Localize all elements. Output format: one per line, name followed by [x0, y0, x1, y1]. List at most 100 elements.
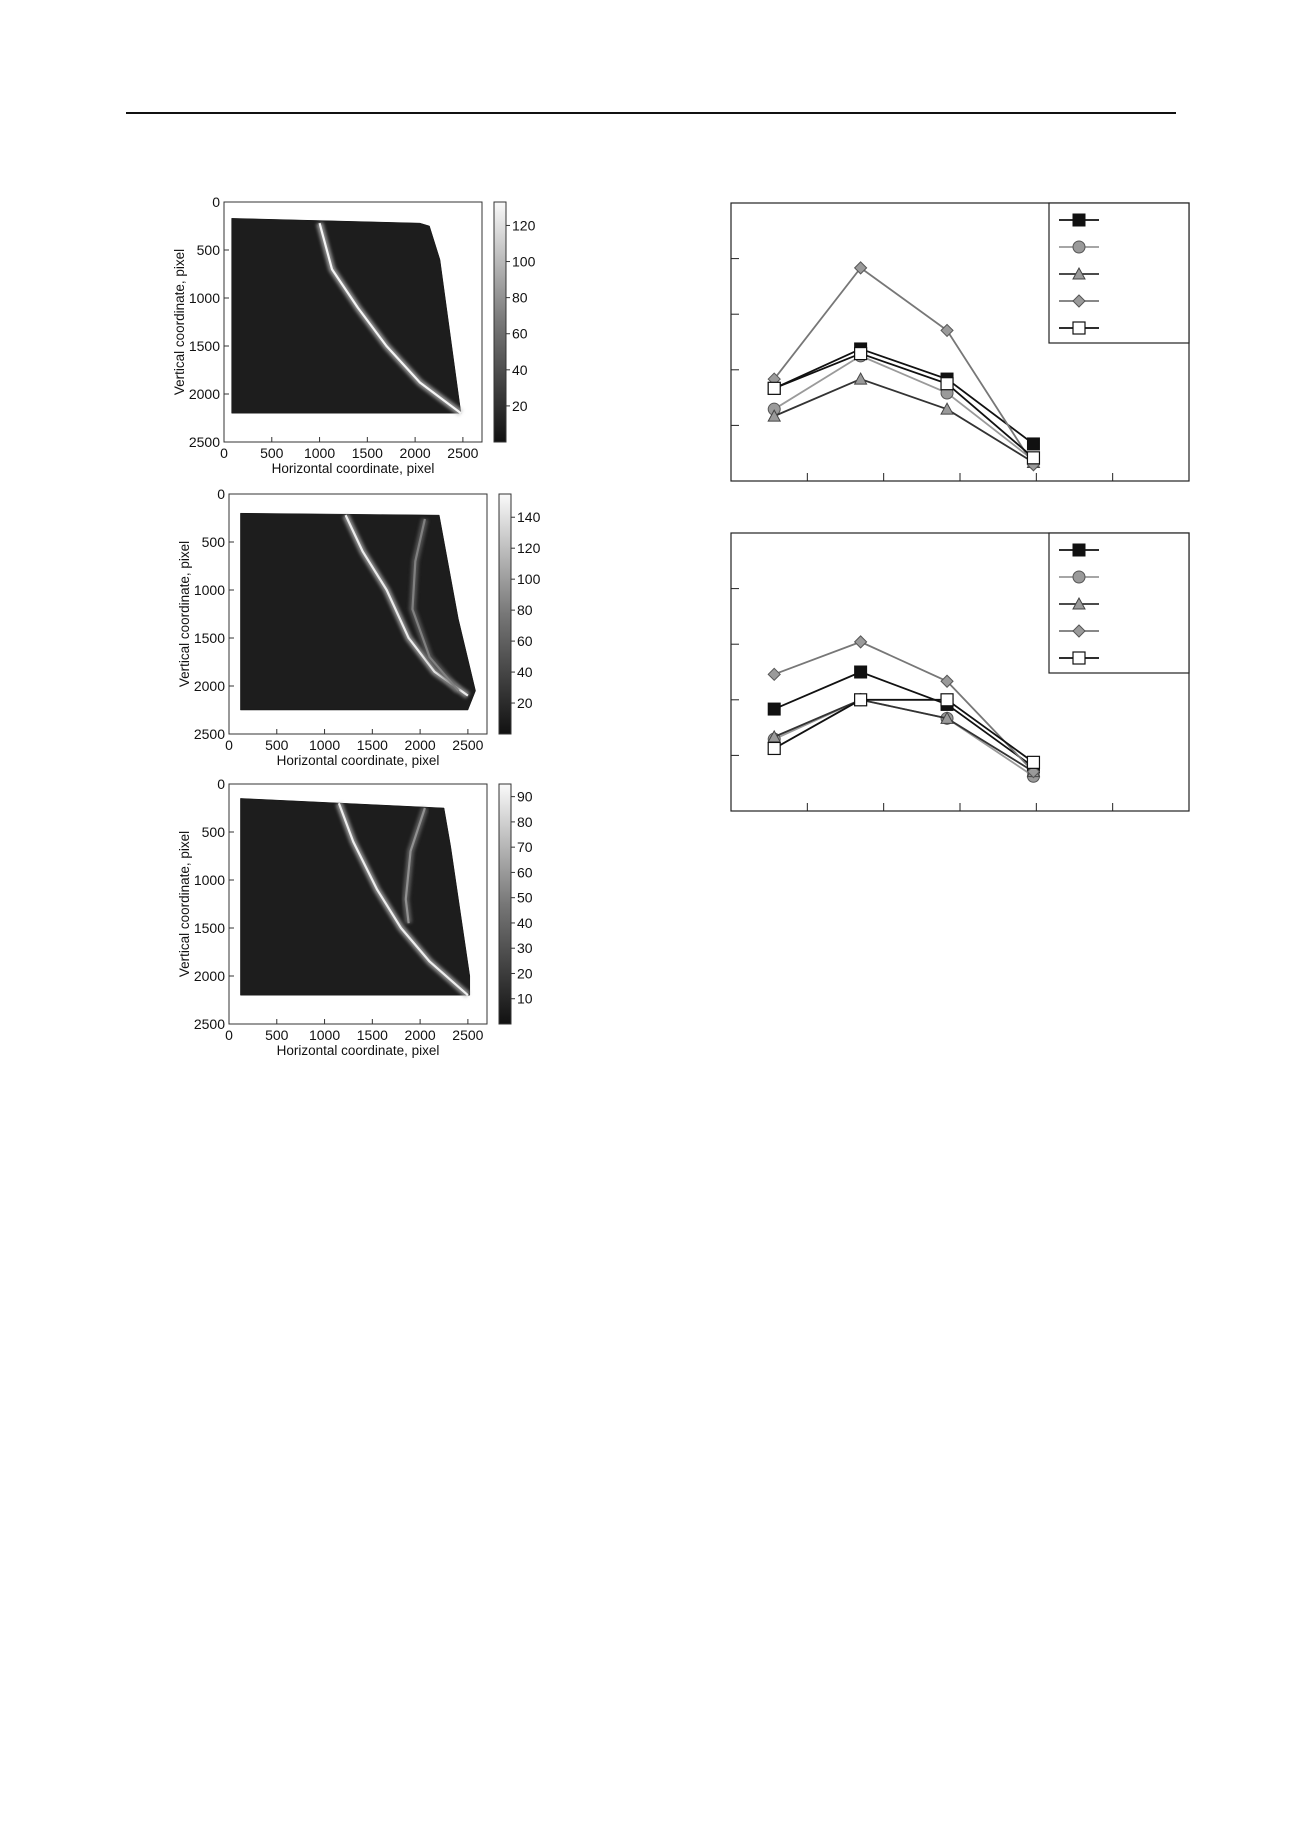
- y-axis-label: Vertical coordinate, pixel: [177, 541, 192, 687]
- strain-field-map-3: 0 500 1000 1500 2000 250005001000150020002500…: [177, 776, 533, 1058]
- y-tick-label: 2000: [194, 678, 225, 694]
- series: [767, 346, 1041, 465]
- colorbar: [498, 783, 512, 1025]
- y-tick-label: 500: [202, 534, 226, 550]
- colorbar-tick-label: 30: [517, 940, 533, 956]
- colorbar-tick-label: 20: [512, 398, 528, 414]
- colorbar-tick-label: 60: [517, 633, 533, 649]
- colorbar: [498, 493, 512, 735]
- shear-band: [318, 222, 462, 415]
- x-tick-label: 500: [260, 445, 284, 461]
- series-line: [773, 347, 1034, 445]
- colorbar-tick-label: 140: [517, 509, 541, 525]
- marker-square-open: [854, 346, 868, 361]
- series: [767, 693, 1041, 769]
- colorbar-tick-label: 120: [512, 217, 536, 233]
- marker-square-filled: [854, 665, 868, 679]
- colorbar: [493, 201, 507, 443]
- colorbar-tick-label: 60: [512, 326, 528, 342]
- marker-triangle: [1072, 266, 1086, 280]
- series-line: [773, 378, 1034, 464]
- y-tick-label: 2500: [194, 726, 225, 742]
- y-tick-label: 2500: [194, 1016, 225, 1032]
- colorbar-tick-label: 120: [517, 540, 541, 556]
- y-tick-label: 2500: [189, 434, 220, 450]
- y-tick-label: 1000: [194, 582, 225, 598]
- x-tick-label: 1500: [357, 1027, 388, 1043]
- marker-triangle: [767, 409, 782, 422]
- marker-square-open: [854, 693, 868, 707]
- marker-square-open: [767, 741, 781, 756]
- colorbar-tick-label: 100: [512, 254, 536, 270]
- marker-square-open: [940, 693, 954, 707]
- colorbar-tick-label: 90: [517, 789, 533, 805]
- marker-diamond: [853, 635, 868, 649]
- colorbar-tick-label: 80: [517, 814, 533, 830]
- strain-field-map-2: 0 500 1000 1500 2000 250005001000150020002500…: [177, 486, 541, 768]
- series-line: [773, 352, 1035, 459]
- marker-triangle: [940, 711, 954, 724]
- colorbar-tick-label: 40: [517, 915, 533, 931]
- map-frame: [228, 493, 488, 735]
- x-tick-label: 500: [265, 737, 289, 753]
- marker-triangle: [1072, 596, 1086, 610]
- marker-square-filled: [1026, 437, 1040, 451]
- shear-band: [337, 802, 469, 997]
- x-tick-label: 2000: [405, 737, 436, 753]
- colorbar-tick-label: 100: [517, 571, 541, 587]
- legend-box: [1048, 202, 1190, 344]
- shear-band: [404, 807, 426, 924]
- marker-diamond: [940, 323, 954, 338]
- marker-triangle: [940, 402, 954, 415]
- y-tick-label: 2000: [194, 968, 225, 984]
- series-line: [773, 698, 1034, 773]
- shear-band: [411, 518, 460, 692]
- x-tick-label: 1500: [357, 737, 388, 753]
- x-tick-label: 1000: [309, 737, 340, 753]
- y-tick-label: 500: [197, 242, 221, 258]
- y-axis-label: Vertical coordinate, pixel: [177, 831, 192, 977]
- y-tick-label: 500: [202, 824, 226, 840]
- x-axis-label: Horizontal coordinate, pixel: [272, 461, 435, 476]
- colorbar-tick-label: 50: [517, 890, 533, 906]
- y-tick-label: 1500: [194, 630, 225, 646]
- marker-diamond: [767, 667, 781, 682]
- colorbar-tick-label: 60: [517, 864, 533, 880]
- colorbar-tick-label: 80: [517, 602, 533, 618]
- marker-diamond: [1072, 294, 1086, 308]
- colorbar-tick-label: 10: [517, 991, 533, 1007]
- y-tick-label: 2000: [189, 386, 220, 402]
- header-rule: [126, 112, 1176, 114]
- legend-box: [1048, 532, 1190, 674]
- marker-diamond: [853, 261, 868, 275]
- marker-square-open: [940, 377, 954, 391]
- marker-square-open: [1026, 755, 1041, 769]
- x-tick-label: 2500: [452, 737, 483, 753]
- colorbar-tick-label: 20: [517, 695, 533, 711]
- y-tick-label: 0: [217, 776, 225, 792]
- series-line: [773, 698, 1034, 764]
- x-tick-label: 500: [265, 1027, 289, 1043]
- line-chart-upper: [730, 202, 1190, 482]
- line-chart-lower: [730, 532, 1190, 812]
- x-tick-label: 1000: [309, 1027, 340, 1043]
- x-axis-label: Horizontal coordinate, pixel: [277, 1043, 440, 1058]
- map-frame: [223, 201, 483, 443]
- x-axis-label: Horizontal coordinate, pixel: [277, 753, 440, 768]
- marker-diamond: [940, 674, 954, 688]
- colorbar-tick-label: 80: [512, 290, 528, 306]
- y-tick-label: 0: [212, 194, 220, 210]
- series-line: [773, 640, 1035, 773]
- marker-square-open: [1072, 321, 1086, 335]
- x-tick-label: 0: [225, 1027, 233, 1043]
- series-line: [773, 671, 1034, 768]
- x-tick-label: 2000: [400, 445, 431, 461]
- marker-square-filled: [1072, 543, 1086, 557]
- x-tick-label: 2500: [452, 1027, 483, 1043]
- y-tick-label: 0: [217, 486, 225, 502]
- x-tick-label: 1000: [304, 445, 335, 461]
- colorbar-tick-label: 70: [517, 839, 533, 855]
- series-line: [773, 266, 1035, 466]
- y-axis-label: Vertical coordinate, pixel: [172, 249, 187, 395]
- marker-circle: [1072, 570, 1086, 584]
